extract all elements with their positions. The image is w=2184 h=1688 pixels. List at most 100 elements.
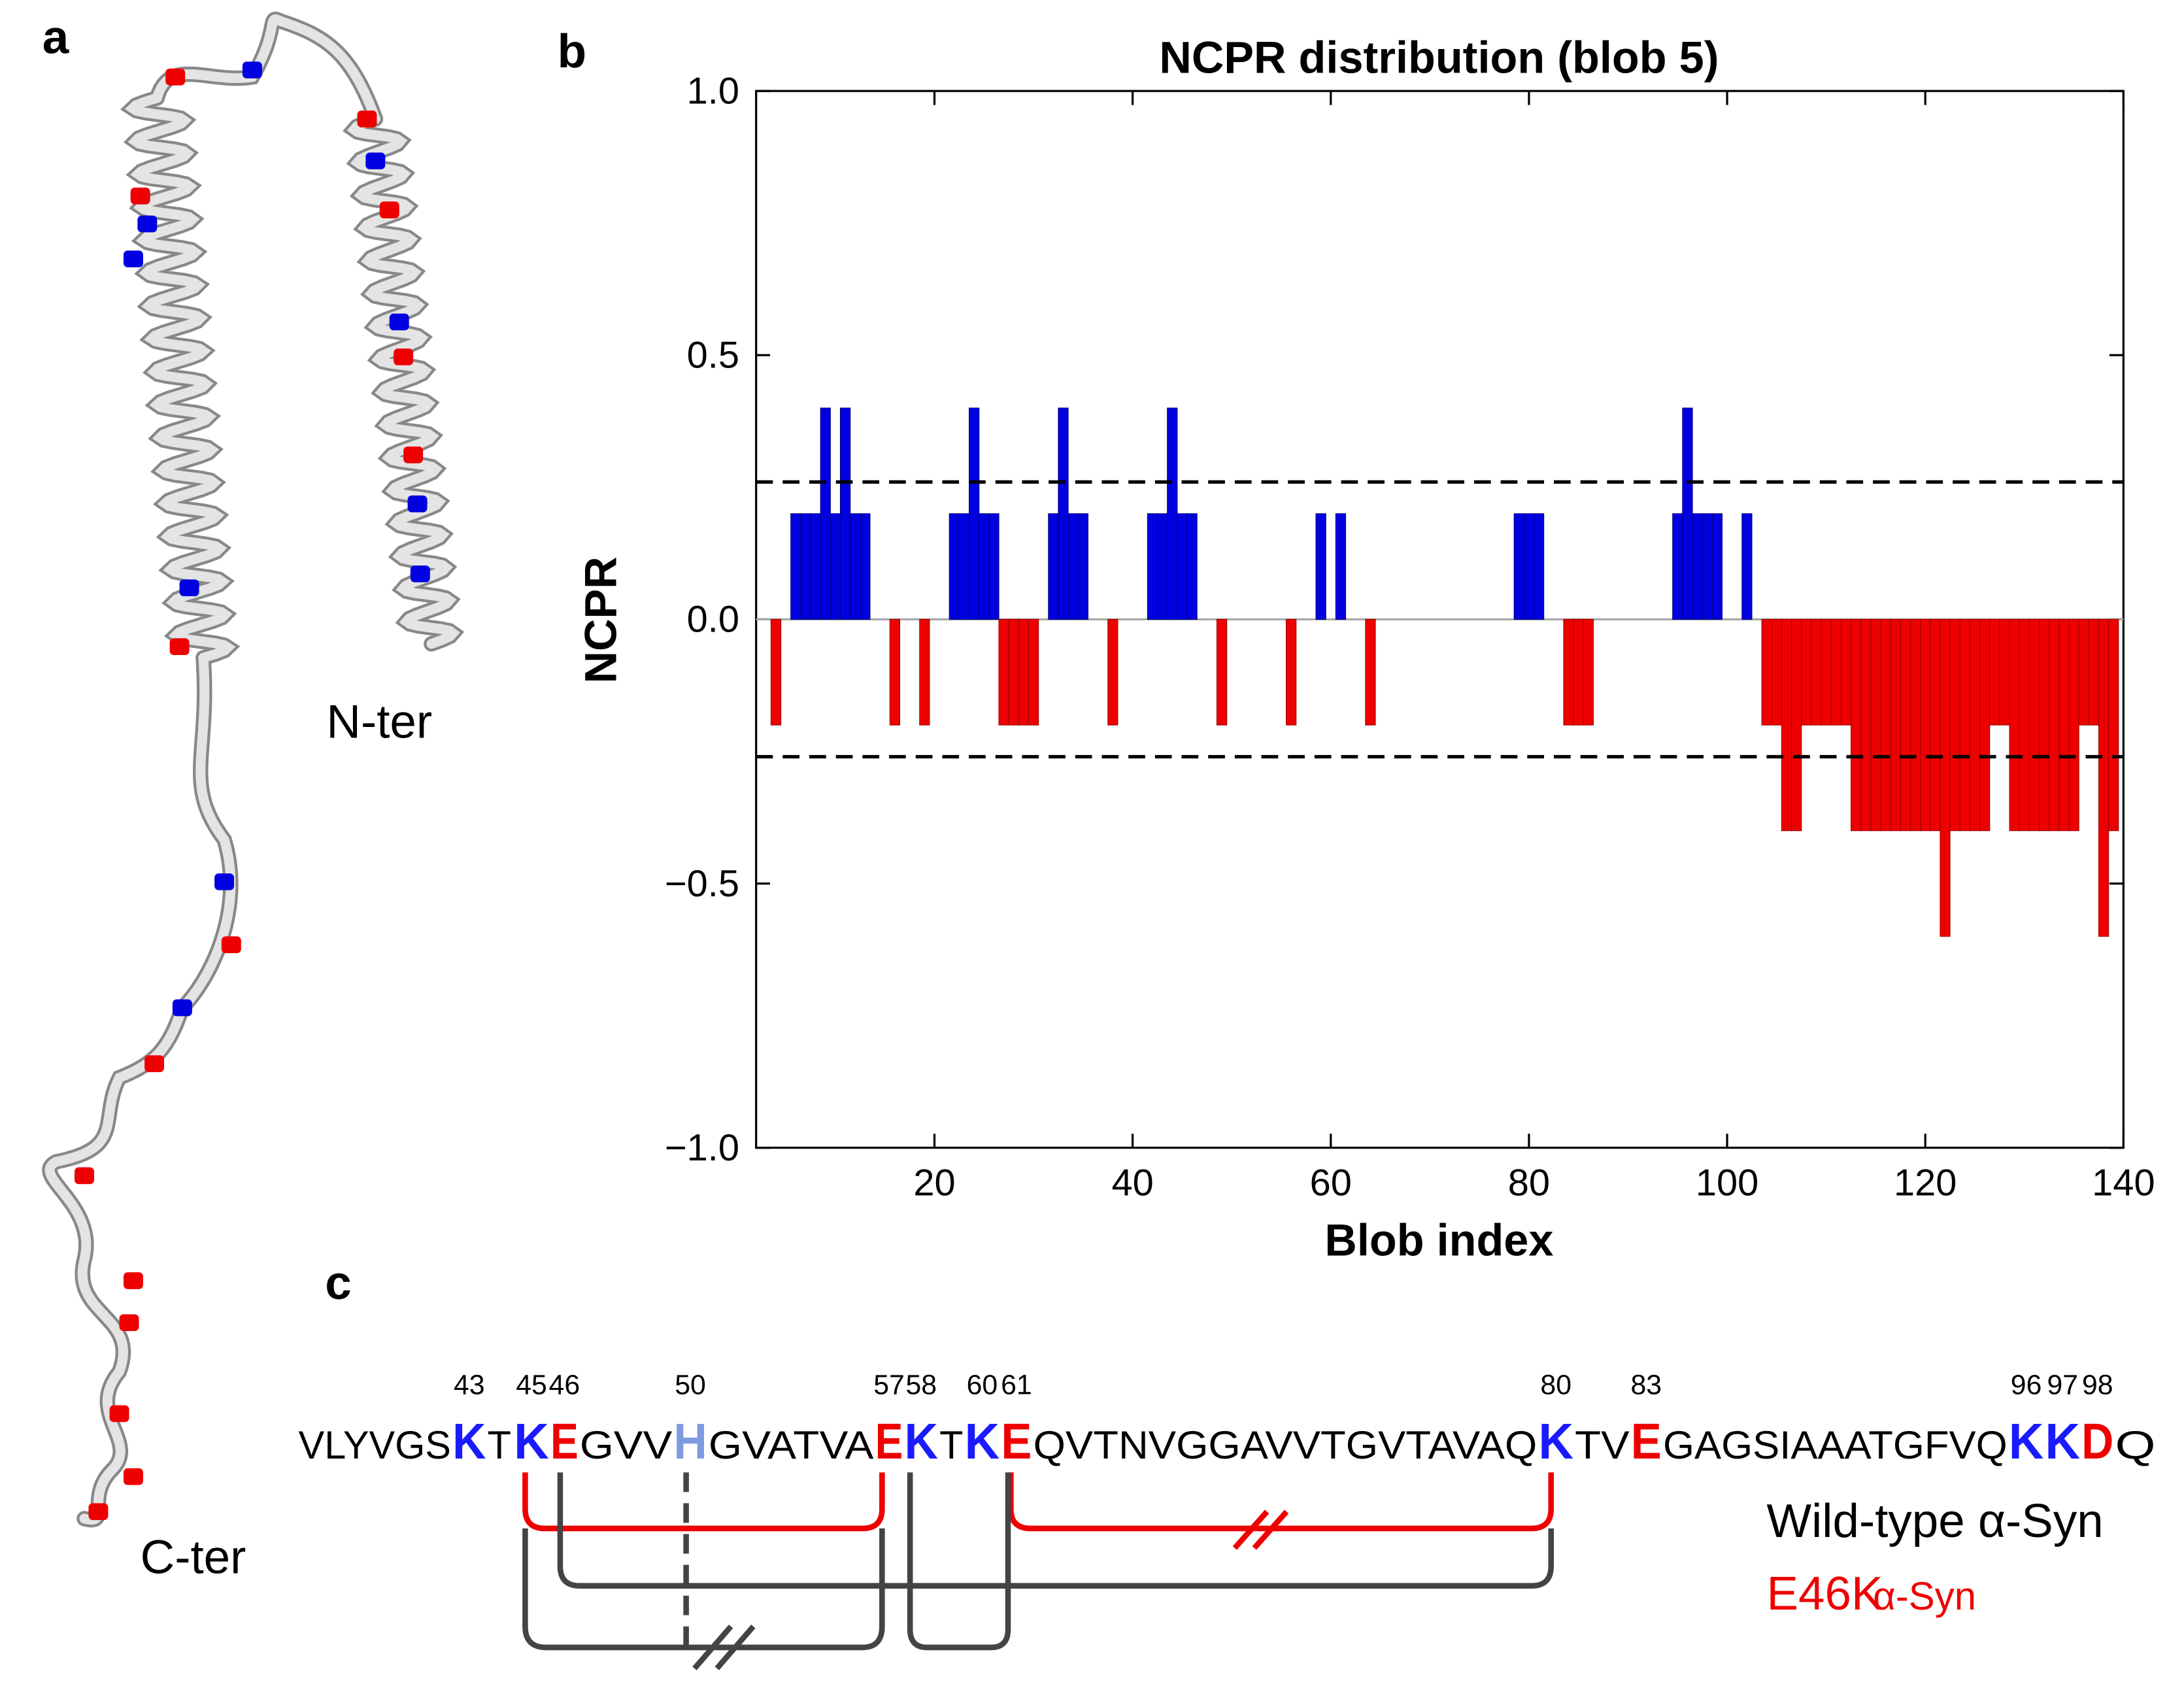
legend-mutant-suffix: α-Syn (1873, 1574, 1976, 1618)
bar (830, 513, 841, 620)
charged-residue (119, 1314, 139, 1332)
bar (1365, 618, 1376, 726)
salt-bridge-bracket (522, 1472, 885, 1532)
highlighted-residue: K (905, 1413, 938, 1470)
bar (839, 407, 851, 620)
bar (1771, 618, 1782, 726)
bar (1900, 618, 1911, 832)
highlighted-residue: E (550, 1413, 579, 1470)
bar (1711, 513, 1723, 620)
x-tick-label: 140 (2092, 1162, 2155, 1204)
bar (2028, 618, 2040, 832)
charged-residue (137, 215, 158, 233)
bar (1741, 513, 1753, 620)
bar (958, 513, 970, 620)
charged-residue (394, 348, 414, 365)
x-axis-label: Blob index (1324, 1215, 1553, 1265)
bar (810, 513, 821, 620)
bar (2078, 618, 2089, 726)
bar (1067, 513, 1079, 620)
residue-number: 57 (873, 1369, 905, 1400)
bar (790, 513, 801, 620)
bar (1860, 618, 1872, 832)
bracket-diagram (522, 1472, 1554, 1670)
bar (1077, 513, 1088, 620)
bar (2049, 618, 2060, 832)
bar (969, 407, 980, 620)
bar (1513, 513, 1524, 620)
x-tick-label: 100 (1696, 1162, 1758, 1204)
y-tick-label: 0.5 (687, 335, 739, 377)
residues: VLYVGS (299, 1423, 451, 1467)
wildtype-bracket (907, 1472, 1011, 1651)
highlighted-residue: K (1538, 1413, 1573, 1470)
charged-residue (88, 1503, 109, 1521)
backbone-fill (152, 14, 380, 124)
residues: GVV (580, 1423, 672, 1467)
x-tick-label: 80 (1508, 1162, 1550, 1204)
x-tick-label: 20 (913, 1162, 955, 1204)
residues: GAGSIAAATGFVQ (1663, 1423, 2008, 1467)
break-mark (692, 1624, 756, 1670)
charged-residue (123, 250, 143, 267)
bar (2019, 618, 2030, 832)
charged-residue (357, 110, 377, 127)
bar (1870, 618, 1881, 832)
bar (1702, 513, 1713, 620)
bar (1989, 618, 2000, 726)
bar (1851, 618, 1862, 832)
charged-residue (379, 201, 399, 218)
bar (1058, 407, 1069, 620)
residue-number: 98 (2082, 1369, 2113, 1400)
bar (1167, 407, 1178, 620)
charged-residue (130, 187, 150, 205)
bar (1286, 618, 1297, 726)
panel-label: b (558, 25, 586, 78)
residue-number: 96 (2011, 1369, 2042, 1400)
charged-residue (172, 999, 192, 1017)
wildtype-bracket (557, 1472, 1554, 1589)
bar (1048, 513, 1059, 620)
bar (1940, 618, 1951, 937)
bar (1890, 618, 1901, 832)
x-tick-label: 40 (1112, 1162, 1154, 1204)
residues: T (488, 1423, 511, 1467)
bar (1811, 618, 1822, 726)
residue-number: 83 (1631, 1369, 1662, 1400)
bar (889, 618, 900, 726)
bar (1909, 618, 1921, 832)
bar (1583, 618, 1594, 726)
y-axis-label: NCPR (576, 556, 626, 683)
bar (1930, 618, 1941, 832)
bar (1761, 618, 1772, 726)
bar (1523, 513, 1535, 620)
bar (979, 513, 990, 620)
charged-residue (144, 1055, 165, 1072)
charged-residue (75, 1167, 94, 1185)
wildtype-bracket (522, 1528, 885, 1651)
charged-residue (179, 579, 199, 597)
bar (1880, 618, 1891, 832)
bar (1801, 618, 1812, 726)
charged-residue (169, 638, 190, 655)
residues: Q (2115, 1423, 2156, 1467)
highlighted-residue: K (514, 1413, 549, 1470)
backbone-fill (124, 93, 236, 663)
bar (2108, 618, 2119, 832)
break-mark (1232, 1510, 1289, 1550)
highlighted-residue: E (1001, 1413, 1032, 1470)
residue-number: 97 (2047, 1369, 2078, 1400)
bar (949, 513, 960, 620)
panel-label: a (42, 10, 69, 63)
bar (850, 513, 861, 620)
bar (1979, 618, 1991, 832)
bar (1177, 513, 1188, 620)
bar (1920, 618, 1931, 832)
bar (1018, 618, 1030, 726)
panel-label: c (325, 1257, 351, 1309)
bar (1028, 618, 1039, 726)
c-terminus-label: C-ter (141, 1530, 246, 1583)
residues: T (939, 1423, 963, 1467)
bar (820, 407, 831, 620)
